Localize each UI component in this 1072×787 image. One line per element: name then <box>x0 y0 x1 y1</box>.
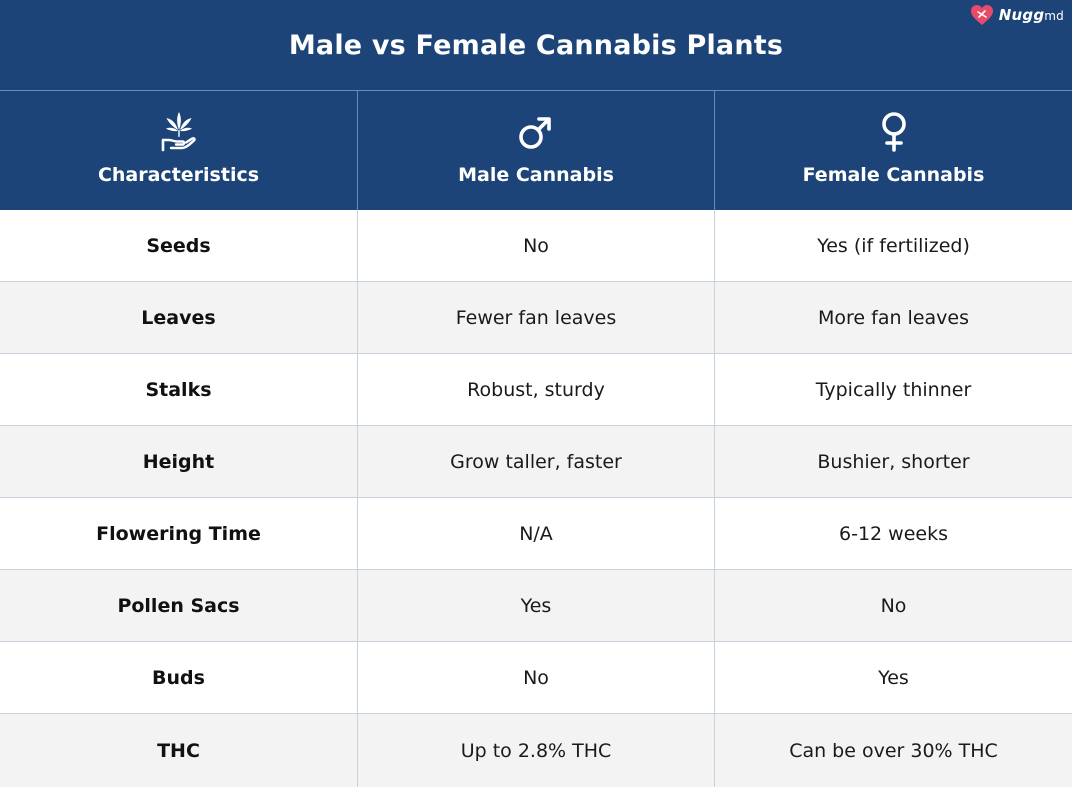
header-female-label: Female Cannabis <box>802 164 985 186</box>
table-row: Leaves Fewer fan leaves More fan leaves <box>0 282 1072 354</box>
heart-icon <box>970 5 993 25</box>
characteristic-cell: Height <box>0 426 358 497</box>
male-cell: Yes <box>358 570 715 641</box>
table-row: Buds No Yes <box>0 642 1072 714</box>
characteristic-cell: Stalks <box>0 354 358 425</box>
male-cell: Grow taller, faster <box>358 426 715 497</box>
female-cell: 6-12 weeks <box>839 522 948 545</box>
female-cell: Yes (if fertilized) <box>817 234 970 257</box>
male-symbol-icon <box>519 117 551 149</box>
characteristic-cell: Pollen Sacs <box>0 570 358 641</box>
female-cell: Bushier, shorter <box>817 450 970 473</box>
characteristic-cell: Flowering Time <box>0 498 358 569</box>
header-characteristics: Characteristics <box>0 91 358 210</box>
characteristic-cell: Buds <box>0 642 358 713</box>
female-symbol-icon <box>881 112 906 152</box>
header-male-label: Male Cannabis <box>458 164 614 186</box>
cannabis-hand-icon <box>161 112 196 152</box>
logo-suffix: md <box>1044 8 1064 23</box>
characteristic-cell: Leaves <box>0 282 358 353</box>
header-male: Male Cannabis <box>358 91 715 210</box>
male-cell: Robust, sturdy <box>358 354 715 425</box>
table-row: Seeds No Yes (if fertilized) <box>0 210 1072 282</box>
page-title: Male vs Female Cannabis Plants <box>288 29 784 61</box>
male-cell: No <box>358 210 715 281</box>
female-cell: Typically thinner <box>815 378 972 401</box>
brand-logo: Nuggmd <box>970 4 1064 26</box>
characteristic-cell: Seeds <box>0 210 358 281</box>
male-cell: N/A <box>358 498 715 569</box>
female-cell: Can be over 30% THC <box>789 739 998 762</box>
logo-brand: Nugg <box>998 5 1045 24</box>
female-cell: No <box>880 594 907 617</box>
title-bar: Male vs Female Cannabis Plants Nuggmd <box>0 0 1072 91</box>
male-cell: No <box>358 642 715 713</box>
header-characteristics-label: Characteristics <box>97 164 260 186</box>
table-row: Flowering Time N/A 6-12 weeks <box>0 498 1072 570</box>
table-row: Height Grow taller, faster Bushier, shor… <box>0 426 1072 498</box>
table-row: Pollen Sacs Yes No <box>0 570 1072 642</box>
header-female: Female Cannabis <box>715 91 1072 210</box>
characteristic-cell: THC <box>0 714 358 787</box>
logo-text: Nuggmd <box>998 5 1064 24</box>
table-row: Stalks Robust, sturdy Typically thinner <box>0 354 1072 426</box>
male-cell: Up to 2.8% THC <box>358 714 715 787</box>
female-cell: Yes <box>878 666 909 689</box>
female-cell: More fan leaves <box>818 306 969 329</box>
table-header-row: Characteristics Male Cannabis Female Can… <box>0 91 1072 210</box>
male-cell: Fewer fan leaves <box>358 282 715 353</box>
table-body: Seeds No Yes (if fertilized) Leaves Fewe… <box>0 210 1072 787</box>
table-row: THC Up to 2.8% THC Can be over 30% THC <box>0 714 1072 787</box>
